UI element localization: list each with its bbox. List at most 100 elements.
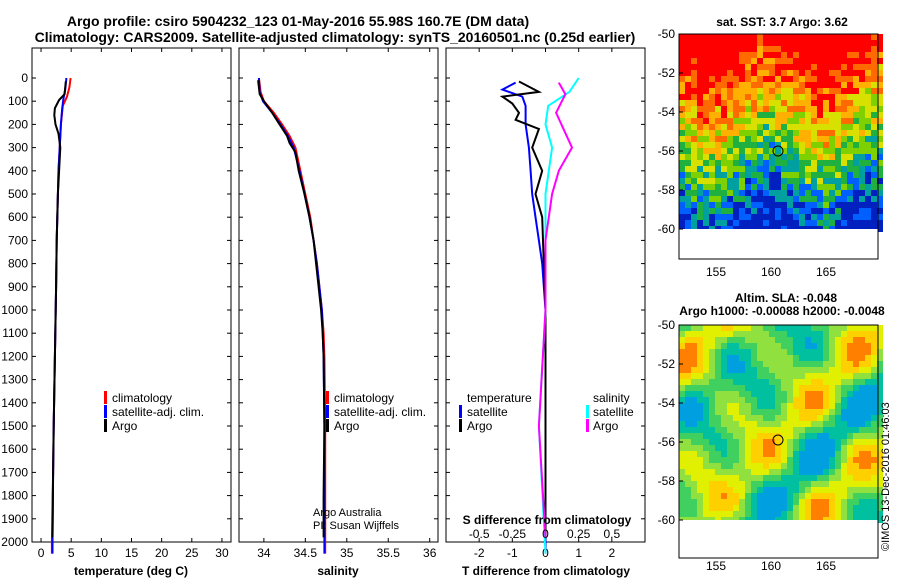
sla-cell — [775, 337, 781, 343]
sla-cell — [877, 427, 883, 433]
sla-cell — [817, 367, 823, 373]
sla-cell — [799, 481, 805, 487]
sla-cell — [823, 457, 829, 463]
sst-cell — [685, 64, 691, 70]
sst-cell — [757, 202, 763, 208]
sla-cell — [709, 421, 715, 427]
sla-cell — [769, 445, 775, 451]
sst-cell — [799, 178, 805, 184]
difference-x-label: T difference from climatology — [462, 564, 630, 578]
sst-cell — [859, 154, 865, 160]
sla-cell — [733, 463, 739, 469]
sla-cell — [811, 463, 817, 469]
sst-cell — [763, 46, 769, 52]
sla-cell — [763, 463, 769, 469]
sst-cell — [769, 76, 775, 82]
sst-cell — [859, 40, 865, 46]
sla-cell — [745, 397, 751, 403]
sst-cell — [769, 124, 775, 130]
sst-cell — [865, 46, 871, 52]
sla-cell — [715, 325, 721, 331]
sst-cell — [793, 112, 799, 118]
sst-cell — [697, 184, 703, 190]
sst-cell — [835, 70, 841, 76]
sla-cell — [805, 397, 811, 403]
sla-cell — [757, 367, 763, 373]
sst-cell — [739, 196, 745, 202]
sst-cell — [757, 112, 763, 118]
sla-cell — [841, 445, 847, 451]
sst-cell — [727, 136, 733, 142]
sla-cell — [841, 397, 847, 403]
sla-cell — [763, 427, 769, 433]
sla-cell — [859, 367, 865, 373]
depth-tick-label: 2000 — [1, 535, 28, 549]
sla-cell — [799, 415, 805, 421]
sst-cell — [823, 106, 829, 112]
sst-cell — [799, 34, 805, 40]
sst-cell — [751, 88, 757, 94]
sla-cell — [763, 457, 769, 463]
sla-cell — [865, 397, 871, 403]
sst-cell — [811, 52, 817, 58]
sla-cell — [703, 481, 709, 487]
sst-cell — [757, 52, 763, 58]
sla-cell — [757, 391, 763, 397]
sst-cell — [679, 34, 685, 40]
sst-cell — [805, 172, 811, 178]
sst-cell — [787, 154, 793, 160]
sst-cell — [841, 118, 847, 124]
sst-cell — [709, 46, 715, 52]
sla-cell — [835, 373, 841, 379]
sla-cell — [745, 409, 751, 415]
sst-cell — [781, 64, 787, 70]
series-line-argo — [51, 81, 67, 538]
sst-cell — [691, 214, 697, 220]
sla-cell — [745, 367, 751, 373]
legend-swatch-argo — [326, 419, 329, 432]
sst-cell — [877, 52, 883, 58]
sla-cell — [841, 475, 847, 481]
sst-cell — [805, 70, 811, 76]
sst-cell — [841, 154, 847, 160]
sst-cell — [793, 46, 799, 52]
sst-cell — [691, 64, 697, 70]
sst-cell — [787, 52, 793, 58]
sla-cell — [721, 505, 727, 511]
sst-cell — [763, 94, 769, 100]
sla-cell — [877, 397, 883, 403]
sla-cell — [685, 421, 691, 427]
sla-cell — [733, 439, 739, 445]
sst-cell — [691, 94, 697, 100]
sst-cell — [697, 148, 703, 154]
sla-cell — [853, 475, 859, 481]
sla-cell — [769, 469, 775, 475]
sst-cell — [793, 190, 799, 196]
sla-cell — [811, 379, 817, 385]
sst-cell — [847, 64, 853, 70]
sst-cell — [709, 166, 715, 172]
sst-cell — [697, 124, 703, 130]
sla-cell — [871, 403, 877, 409]
sla-cell — [775, 469, 781, 475]
sst-cell — [751, 208, 757, 214]
sst-cell — [799, 208, 805, 214]
sla-cell — [871, 463, 877, 469]
sst-cell — [829, 178, 835, 184]
sst-cell — [859, 130, 865, 136]
sla-cell — [805, 331, 811, 337]
sst-cell — [835, 166, 841, 172]
sst-cell — [877, 58, 883, 64]
sla-lat-ticks: -50-52-54-56-58-60 — [658, 318, 683, 527]
sla-cell — [697, 361, 703, 367]
sla-cell — [691, 463, 697, 469]
sla-cell — [799, 427, 805, 433]
sst-cell — [871, 40, 877, 46]
sst-cell — [715, 196, 721, 202]
sst-cell — [715, 100, 721, 106]
sla-cell — [859, 427, 865, 433]
sla-cell — [721, 415, 727, 421]
sla-cell — [787, 427, 793, 433]
sst-cell — [793, 82, 799, 88]
sst-cell — [853, 130, 859, 136]
